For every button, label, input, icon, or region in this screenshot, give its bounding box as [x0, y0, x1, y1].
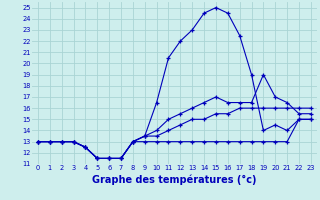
X-axis label: Graphe des températures (°c): Graphe des températures (°c): [92, 174, 257, 185]
